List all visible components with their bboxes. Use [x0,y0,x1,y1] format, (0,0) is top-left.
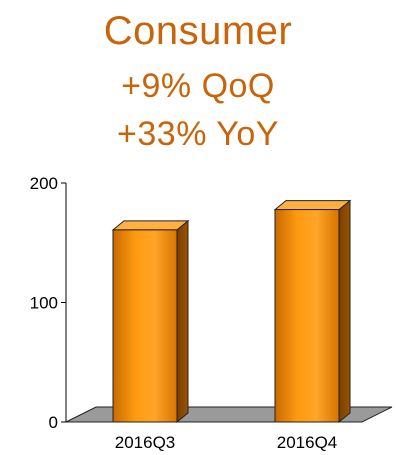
bar-side [338,199,351,424]
x-tick-label: 2016Q3 [115,433,176,452]
bar-top [273,200,352,211]
bar-2016Q4 [273,199,352,424]
chart-title: Consumer [103,9,293,53]
bar-front [112,229,178,423]
bar-side [176,219,189,424]
bar-front [274,209,340,423]
x-tick-label: 2016Q4 [277,433,338,452]
qoq-growth-label: +9% QoQ [121,67,275,105]
y-tick-label: 100 [30,294,58,313]
yoy-growth-label: +33% YoY [117,115,279,153]
bars [111,199,352,424]
bar-top [111,220,190,231]
y-tick-label: 0 [49,413,58,432]
y-axis-ticks: 0 100 200 [30,174,66,432]
x-axis-labels: 2016Q3 2016Q4 [115,433,338,452]
bar-2016Q3 [111,219,190,424]
y-tick-label: 200 [30,174,58,193]
